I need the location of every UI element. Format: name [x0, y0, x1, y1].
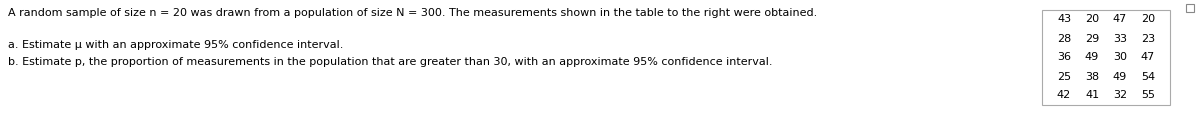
Text: 33: 33 — [1114, 34, 1127, 44]
Text: 25: 25 — [1057, 72, 1072, 82]
Text: b. Estimate p, the proportion of measurements in the population that are greater: b. Estimate p, the proportion of measure… — [8, 57, 773, 67]
Bar — [1186, 4, 1194, 12]
Text: 55: 55 — [1141, 91, 1154, 101]
Text: 29: 29 — [1085, 34, 1099, 44]
Text: 28: 28 — [1057, 34, 1072, 44]
Text: A random sample of size n = 20 was drawn from a population of size N = 300. The : A random sample of size n = 20 was drawn… — [8, 8, 817, 18]
Text: 38: 38 — [1085, 72, 1099, 82]
Text: 54: 54 — [1141, 72, 1156, 82]
Text: 47: 47 — [1112, 15, 1127, 24]
Text: 49: 49 — [1112, 72, 1127, 82]
Text: 41: 41 — [1085, 91, 1099, 101]
Text: 36: 36 — [1057, 53, 1072, 63]
Text: 43: 43 — [1057, 15, 1072, 24]
Text: 32: 32 — [1112, 91, 1127, 101]
Text: 30: 30 — [1114, 53, 1127, 63]
Bar — [1042, 10, 1170, 105]
Text: 47: 47 — [1141, 53, 1156, 63]
Text: a. Estimate μ with an approximate 95% confidence interval.: a. Estimate μ with an approximate 95% co… — [8, 40, 343, 50]
Text: 20: 20 — [1085, 15, 1099, 24]
Text: 20: 20 — [1141, 15, 1156, 24]
Text: 49: 49 — [1085, 53, 1099, 63]
Text: 42: 42 — [1057, 91, 1072, 101]
Text: 23: 23 — [1141, 34, 1156, 44]
